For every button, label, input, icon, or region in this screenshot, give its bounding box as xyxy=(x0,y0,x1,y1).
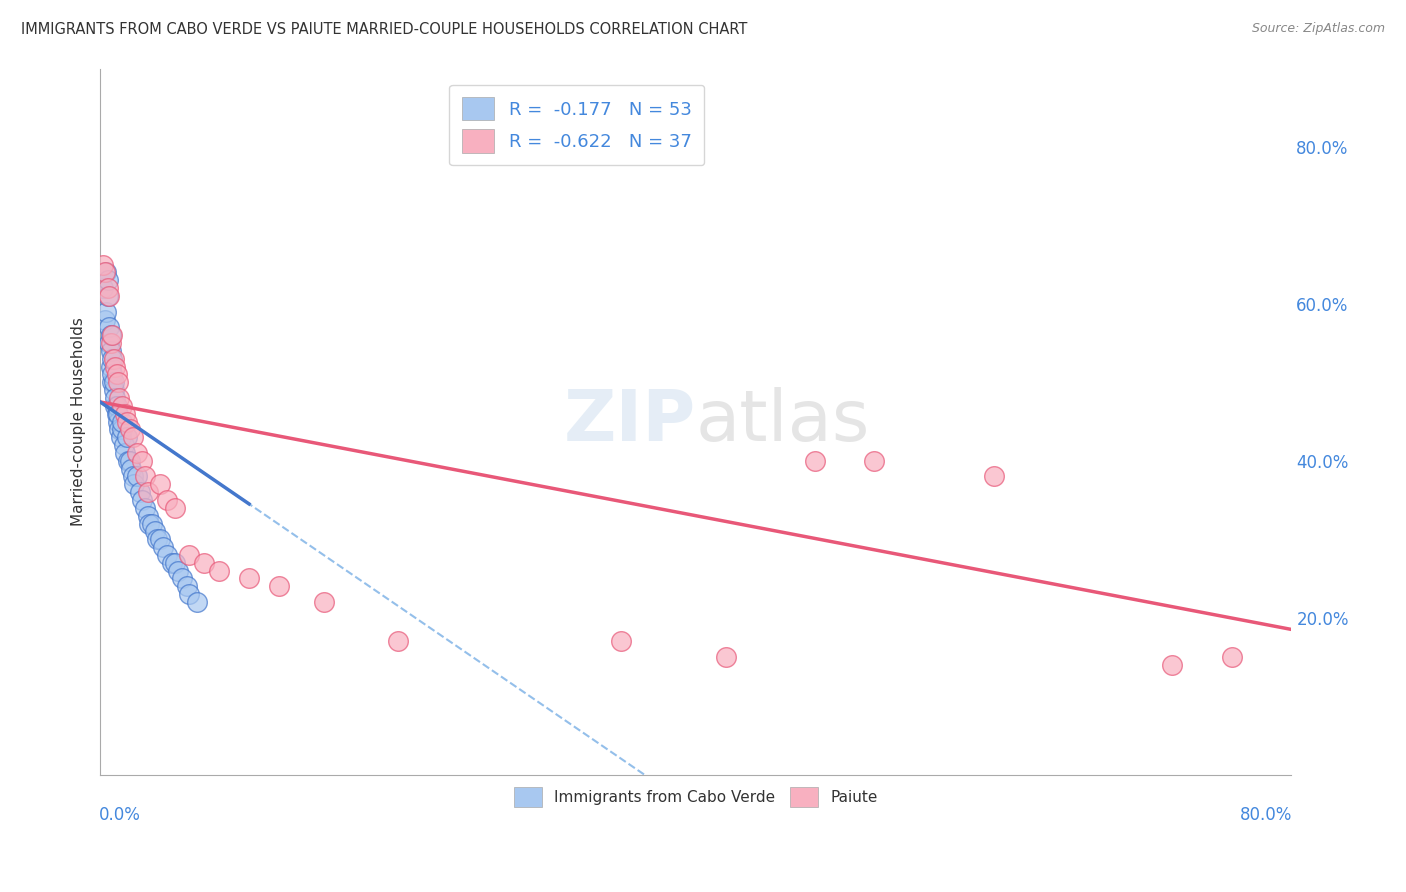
Point xyxy=(152,540,174,554)
Point xyxy=(143,524,166,539)
Point xyxy=(103,383,125,397)
Point xyxy=(131,493,153,508)
Point xyxy=(141,516,163,531)
Point xyxy=(145,533,167,547)
Point xyxy=(107,376,129,390)
Point xyxy=(127,469,149,483)
Point xyxy=(127,446,149,460)
Point xyxy=(111,399,134,413)
Point xyxy=(98,320,121,334)
Point xyxy=(134,500,156,515)
Point xyxy=(93,312,115,326)
Point xyxy=(97,281,120,295)
Point xyxy=(105,407,128,421)
Point xyxy=(387,634,409,648)
Point xyxy=(131,454,153,468)
Point xyxy=(100,343,122,358)
Point xyxy=(104,399,127,413)
Point xyxy=(118,422,141,436)
Point xyxy=(804,454,827,468)
Point xyxy=(983,469,1005,483)
Point xyxy=(117,454,139,468)
Point xyxy=(107,415,129,429)
Point xyxy=(111,422,134,436)
Point xyxy=(104,359,127,374)
Point xyxy=(101,376,124,390)
Point xyxy=(120,461,142,475)
Point xyxy=(108,391,131,405)
Point xyxy=(134,469,156,483)
Point xyxy=(312,595,335,609)
Point xyxy=(94,265,117,279)
Point xyxy=(101,328,124,343)
Point xyxy=(114,407,136,421)
Point xyxy=(136,485,159,500)
Point xyxy=(238,571,260,585)
Point xyxy=(97,289,120,303)
Point xyxy=(714,649,737,664)
Point xyxy=(114,446,136,460)
Point xyxy=(110,430,132,444)
Point xyxy=(103,351,125,366)
Point xyxy=(267,579,290,593)
Point xyxy=(91,258,114,272)
Point xyxy=(163,556,186,570)
Text: ZIP: ZIP xyxy=(564,387,696,456)
Point xyxy=(100,359,122,374)
Point xyxy=(91,281,114,295)
Point xyxy=(101,351,124,366)
Point xyxy=(105,368,128,382)
Point xyxy=(179,548,201,562)
Point xyxy=(101,368,124,382)
Text: atlas: atlas xyxy=(696,387,870,456)
Point xyxy=(138,516,160,531)
Point xyxy=(105,399,128,413)
Point xyxy=(94,304,117,318)
Point xyxy=(156,548,179,562)
Point xyxy=(193,556,215,570)
Text: IMMIGRANTS FROM CABO VERDE VS PAIUTE MARRIED-COUPLE HOUSEHOLDS CORRELATION CHART: IMMIGRANTS FROM CABO VERDE VS PAIUTE MAR… xyxy=(21,22,748,37)
Point xyxy=(136,508,159,523)
Point xyxy=(610,634,633,648)
Point xyxy=(98,289,121,303)
Point xyxy=(103,376,125,390)
Point xyxy=(108,422,131,436)
Point xyxy=(93,265,115,279)
Point xyxy=(176,579,198,593)
Text: 80.0%: 80.0% xyxy=(1240,806,1292,824)
Point xyxy=(1161,657,1184,672)
Point xyxy=(166,564,188,578)
Legend: Immigrants from Cabo Verde, Paiute: Immigrants from Cabo Verde, Paiute xyxy=(508,781,883,813)
Point xyxy=(186,595,208,609)
Y-axis label: Married-couple Households: Married-couple Households xyxy=(72,318,86,526)
Point xyxy=(149,477,172,491)
Point xyxy=(100,336,122,351)
Point xyxy=(98,336,121,351)
Point xyxy=(124,477,146,491)
Point xyxy=(122,469,145,483)
Point xyxy=(97,273,120,287)
Point xyxy=(156,493,179,508)
Point xyxy=(115,430,138,444)
Point xyxy=(863,454,886,468)
Text: Source: ZipAtlas.com: Source: ZipAtlas.com xyxy=(1251,22,1385,36)
Point xyxy=(129,485,152,500)
Point xyxy=(118,454,141,468)
Point xyxy=(107,407,129,421)
Point xyxy=(122,430,145,444)
Point xyxy=(163,500,186,515)
Point xyxy=(208,564,231,578)
Point xyxy=(160,556,183,570)
Point xyxy=(149,533,172,547)
Point xyxy=(104,391,127,405)
Point xyxy=(111,415,134,429)
Point xyxy=(100,328,122,343)
Point xyxy=(170,571,193,585)
Point xyxy=(1220,649,1243,664)
Text: 0.0%: 0.0% xyxy=(98,806,141,824)
Point xyxy=(112,438,135,452)
Point xyxy=(179,587,201,601)
Point xyxy=(115,415,138,429)
